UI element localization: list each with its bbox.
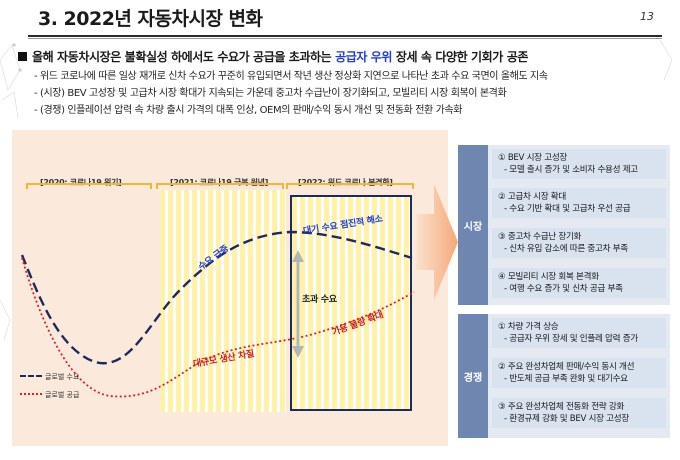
market-item: ① BEV 시장 고성장 - 모델 출시 증가 및 소비자 수용성 제고 [492, 149, 666, 179]
right-arrow-icon [416, 184, 458, 300]
bullet-item: - (시장) BEV 고성장 및 고급차 시장 확대가 지속되는 가운데 중고차… [34, 88, 507, 99]
excess-demand-arrow [292, 250, 304, 358]
market-item: ② 고급차 시장 확대 - 수요 기반 확대 및 고급차 우선 공급 [492, 188, 666, 218]
headline-highlight: 공급자 우위 [335, 50, 393, 64]
title-divider [28, 35, 662, 37]
headline: 올해 자동차시장은 불확실성 하에서도 수요가 공급을 초과하는 공급자 우위 … [18, 48, 528, 65]
market-item-sub: - 신차 유입 감소에 따른 중고차 부족 [504, 244, 628, 254]
competition-item-sub: - 반도체 공급 부족 완화 및 대기수요 [504, 374, 628, 384]
competition-item: ③ 주요 완성차업체 전동화 전략 강화 - 환경규제 강화 및 BEV 시장 … [492, 398, 666, 428]
bullet-list: - 위드 코로나에 따른 일상 재개로 신차 수요가 꾸준히 유입되면서 작년 … [34, 68, 548, 119]
page-number: 13 [640, 10, 654, 23]
title-divider-thin [28, 38, 662, 39]
competition-section-label: 경쟁 [458, 314, 488, 438]
supply-curve [21, 257, 415, 398]
headline-before: 올해 자동차시장은 불확실성 하에서도 수요가 공급을 초과하는 [32, 50, 336, 64]
legend-supply-swatch [20, 393, 42, 395]
era-label-2022: [2022: 위드 코로나 본격화] [298, 178, 393, 187]
era-label-2020: [2020: 코로나19 위기] [40, 178, 122, 187]
competition-item: ② 주요 완성차업체 판매/수익 동시 개선 - 반도체 공급 부족 완화 및 … [492, 358, 666, 388]
market-item-title: ④ 모빌리티 시장 회복 본격화 [498, 272, 599, 282]
bullet-item: - (경쟁) 인플레이션 압력 속 차량 출시 가격의 대폭 인상, OEM의 … [34, 105, 463, 116]
market-item: ④ 모빌리티 시장 회복 본격화 - 여행 수요 증가 및 신차 공급 부족 [492, 268, 666, 298]
legend-demand-swatch [20, 375, 42, 377]
square-bullet-icon [18, 52, 27, 61]
bullet-item: - 위드 코로나에 따른 일상 재개로 신차 수요가 꾸준히 유입되면서 작년 … [34, 71, 548, 82]
market-item-sub: - 수요 기반 확대 및 고급차 우선 공급 [504, 204, 631, 214]
legend-supply: 글로벌 공급 [20, 390, 79, 400]
era-bracket-2020 [26, 183, 152, 189]
era-bracket-2021 [156, 183, 284, 189]
demand-curve [20, 230, 413, 365]
market-section-label: 시장 [458, 145, 488, 305]
era-label-2021: [2021: 코로나19 극복 원년] [170, 178, 269, 187]
market-item-sub: - 모델 출시 증가 및 소비자 수용성 제고 [504, 165, 638, 175]
competition-item-title: ① 차량 가격 상승 [498, 322, 559, 332]
market-item-title: ① BEV 시장 고성장 [498, 153, 568, 163]
competition-item-sub: - 환경규제 강화 및 BEV 시장 고성장 [504, 414, 629, 424]
highlight-box-2022 [290, 195, 412, 411]
market-item-title: ② 고급차 시장 확대 [498, 192, 566, 202]
competition-item-title: ③ 주요 완성차업체 전동화 전략 강화 [498, 402, 625, 412]
market-item: ③ 중고차 수급난 장기화 - 신차 유입 감소에 따른 중고차 부족 [492, 228, 666, 258]
page-title: 3. 2022년 자동차시장 변화 [38, 8, 263, 30]
headline-after: 장세 속 다양한 기회가 공존 [392, 50, 529, 64]
era-bracket-2022 [286, 183, 414, 189]
legend-demand: 글로벌 수요 [20, 372, 79, 382]
market-item-sub: - 여행 수요 증가 및 신차 공급 부족 [504, 284, 623, 294]
competition-item: ① 차량 가격 상승 - 공급자 우위 장세 및 인플레 압력 증가 [492, 318, 666, 348]
competition-item-sub: - 공급자 우위 장세 및 인플레 압력 증가 [504, 334, 638, 344]
stripe-zone-2021 [160, 190, 286, 412]
label-excess-demand: 초과 수요 [302, 295, 337, 305]
market-item-title: ③ 중고차 수급난 장기화 [498, 232, 582, 242]
competition-item-title: ② 주요 완성차업체 판매/수익 동시 개선 [498, 362, 635, 372]
